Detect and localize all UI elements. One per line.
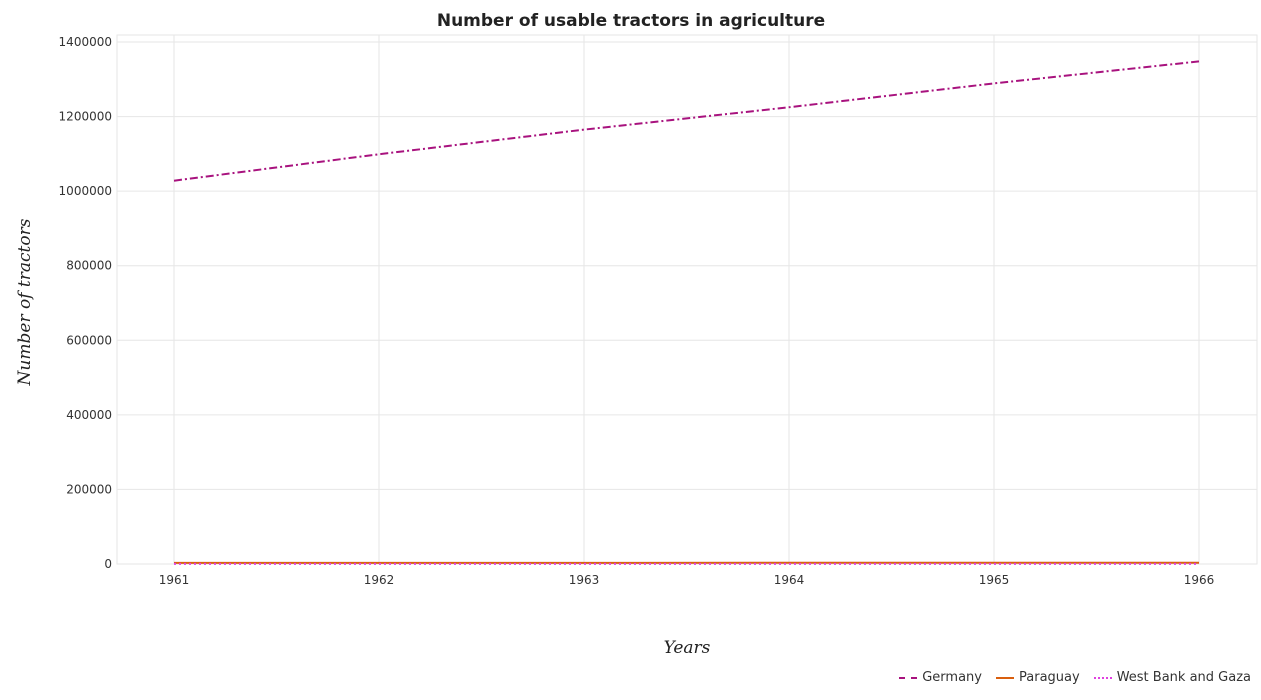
y-tick-label: 1400000 [59, 35, 112, 49]
x-tick-label: 1966 [1184, 573, 1215, 587]
legend-item: West Bank and Gaza [1093, 670, 1251, 685]
grid-lines [116, 34, 1258, 565]
legend-swatch [1093, 676, 1112, 679]
y-tick-label: 800000 [66, 259, 112, 273]
y-tick-label: 200000 [66, 482, 112, 496]
legend-swatch [899, 676, 918, 679]
y-tick-label: 1200000 [59, 110, 112, 124]
x-tick-label: 1961 [159, 573, 190, 587]
y-axis-ticks: 0 200000 400000 600000 800000 1000000 1200000 1… [59, 35, 112, 571]
legend: Germany Paraguay West Bank and Gaza [899, 670, 1251, 685]
x-axis-ticks: 1961 1962 1963 1964 1965 1966 [159, 573, 1215, 587]
plot-area [116, 34, 1258, 565]
y-tick-label: 600000 [66, 333, 112, 347]
legend-item: Germany [899, 670, 982, 685]
x-tick-label: 1962 [364, 573, 395, 587]
chart-title: Number of usable tractors in agriculture [437, 11, 825, 31]
y-tick-label: 0 [104, 557, 112, 571]
legend-label: Paraguay [1019, 670, 1080, 685]
x-tick-label: 1964 [774, 573, 805, 587]
y-axis-label: Number of tractors [15, 218, 35, 386]
y-tick-label: 1000000 [59, 184, 112, 198]
x-tick-label: 1965 [979, 573, 1010, 587]
y-tick-label: 400000 [66, 408, 112, 422]
legend-label: Germany [922, 670, 982, 685]
series-lines [173, 60, 1200, 565]
legend-swatch [996, 676, 1014, 679]
series-line-germany [173, 60, 1200, 182]
legend-item: Paraguay [996, 670, 1080, 685]
legend-label: West Bank and Gaza [1116, 670, 1251, 685]
x-axis-label: Years [664, 638, 711, 658]
x-tick-label: 1963 [569, 573, 600, 587]
